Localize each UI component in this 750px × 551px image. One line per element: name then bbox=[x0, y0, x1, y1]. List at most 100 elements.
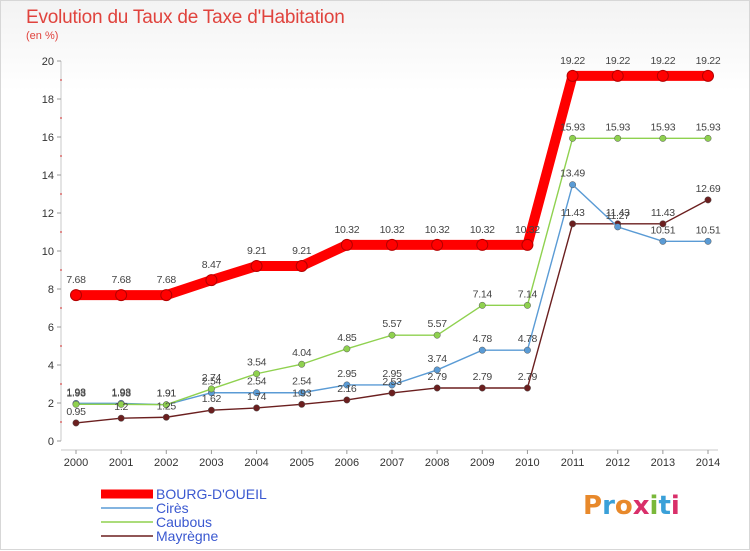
y-tick-label: 0 bbox=[48, 436, 54, 448]
data-label: 7.68 bbox=[157, 274, 177, 286]
data-label: 4.04 bbox=[292, 347, 312, 359]
data-point bbox=[388, 389, 396, 397]
data-label: 15.93 bbox=[605, 121, 630, 133]
legend-item: Cirès bbox=[101, 501, 267, 515]
data-point bbox=[569, 181, 577, 189]
data-label: 1.98 bbox=[66, 386, 86, 398]
series-line bbox=[71, 70, 713, 301]
data-label: 2.95 bbox=[382, 368, 402, 380]
legend-label: Cirès bbox=[156, 500, 189, 516]
data-label: 0.95 bbox=[66, 406, 86, 418]
data-label: 4.85 bbox=[337, 332, 357, 344]
legend-item: Mayrègne bbox=[101, 529, 267, 543]
data-label: 2.53 bbox=[382, 376, 402, 388]
logo-letter: P bbox=[583, 491, 603, 521]
data-point bbox=[702, 69, 714, 82]
data-label: 13.49 bbox=[560, 168, 585, 180]
data-label: 19.22 bbox=[696, 55, 721, 67]
data-label: 4.78 bbox=[518, 333, 538, 345]
data-point bbox=[253, 404, 261, 412]
data-point bbox=[72, 400, 80, 408]
data-point bbox=[388, 331, 396, 339]
data-label: 7.68 bbox=[112, 274, 132, 286]
data-label: 19.22 bbox=[650, 55, 675, 67]
data-label: 15.93 bbox=[650, 121, 675, 133]
data-label: 1.62 bbox=[202, 393, 222, 405]
data-point bbox=[431, 238, 444, 251]
data-point bbox=[162, 413, 170, 421]
data-label: 5.57 bbox=[382, 318, 402, 330]
data-label: 2.79 bbox=[518, 371, 538, 383]
legend-swatch bbox=[101, 507, 153, 509]
data-label: 7.14 bbox=[518, 288, 538, 300]
y-tick-label: 6 bbox=[48, 322, 54, 334]
data-point bbox=[433, 384, 441, 392]
data-point bbox=[160, 289, 173, 302]
data-point bbox=[343, 396, 351, 404]
legend-item: Caubous bbox=[101, 515, 267, 529]
x-tick-label: 2008 bbox=[425, 457, 449, 469]
legend-swatch bbox=[101, 521, 153, 523]
x-tick-label: 2004 bbox=[244, 457, 268, 469]
data-label: 1.93 bbox=[292, 387, 312, 399]
data-label: 1.2 bbox=[114, 401, 128, 413]
data-point bbox=[569, 134, 577, 142]
y-tick-label: 20 bbox=[42, 56, 54, 68]
y-tick-label: 8 bbox=[48, 284, 54, 296]
legend-label: Mayrègne bbox=[156, 528, 219, 544]
x-tick-label: 2001 bbox=[109, 457, 133, 469]
data-point bbox=[298, 389, 306, 397]
logo-letter: x bbox=[632, 491, 650, 521]
x-tick-label: 2013 bbox=[651, 457, 675, 469]
data-point bbox=[298, 360, 306, 368]
data-label: 1.25 bbox=[157, 400, 177, 412]
data-point bbox=[611, 69, 624, 82]
data-point bbox=[72, 419, 80, 427]
data-point bbox=[115, 289, 128, 302]
data-point bbox=[253, 389, 261, 397]
data-point bbox=[704, 134, 712, 142]
data-point bbox=[659, 134, 667, 142]
data-label: 1.91 bbox=[157, 388, 177, 400]
logo-letter: o bbox=[614, 491, 633, 521]
x-tick-label: 2002 bbox=[154, 457, 178, 469]
legend-swatch bbox=[101, 535, 153, 537]
data-point bbox=[704, 237, 712, 245]
data-point bbox=[386, 238, 398, 251]
data-point bbox=[614, 134, 622, 142]
data-label: 10.32 bbox=[425, 224, 450, 236]
x-tick-label: 2003 bbox=[199, 457, 223, 469]
data-point bbox=[656, 69, 669, 82]
data-label: 10.51 bbox=[650, 224, 675, 236]
data-point bbox=[117, 400, 125, 408]
data-point bbox=[433, 366, 441, 374]
data-point bbox=[207, 406, 215, 414]
data-label: 11.27 bbox=[606, 210, 630, 222]
y-tick-label: 10 bbox=[42, 246, 54, 258]
x-tick-label: 2012 bbox=[605, 457, 629, 469]
data-point bbox=[207, 385, 215, 393]
legend-swatch bbox=[101, 489, 153, 499]
data-label: 10.32 bbox=[470, 224, 495, 236]
data-point bbox=[476, 238, 489, 251]
data-point bbox=[659, 237, 667, 245]
data-point bbox=[250, 260, 263, 273]
x-tick-label: 2006 bbox=[335, 457, 359, 469]
x-tick-label: 2007 bbox=[380, 457, 404, 469]
data-point bbox=[70, 289, 82, 302]
data-label: 1.93 bbox=[66, 387, 86, 399]
data-label: 2.79 bbox=[428, 371, 448, 383]
data-point bbox=[343, 345, 351, 353]
data-point bbox=[205, 274, 218, 287]
y-tick-label: 12 bbox=[42, 208, 54, 220]
data-label: 19.22 bbox=[605, 55, 630, 67]
data-point bbox=[521, 238, 534, 251]
data-label: 10.32 bbox=[515, 224, 540, 236]
logo-letter: r bbox=[602, 491, 615, 521]
data-label: 11.43 bbox=[606, 207, 630, 219]
data-label: 2.74 bbox=[202, 372, 222, 384]
data-label: 1.98 bbox=[112, 386, 132, 398]
data-label: 2.95 bbox=[337, 368, 357, 380]
